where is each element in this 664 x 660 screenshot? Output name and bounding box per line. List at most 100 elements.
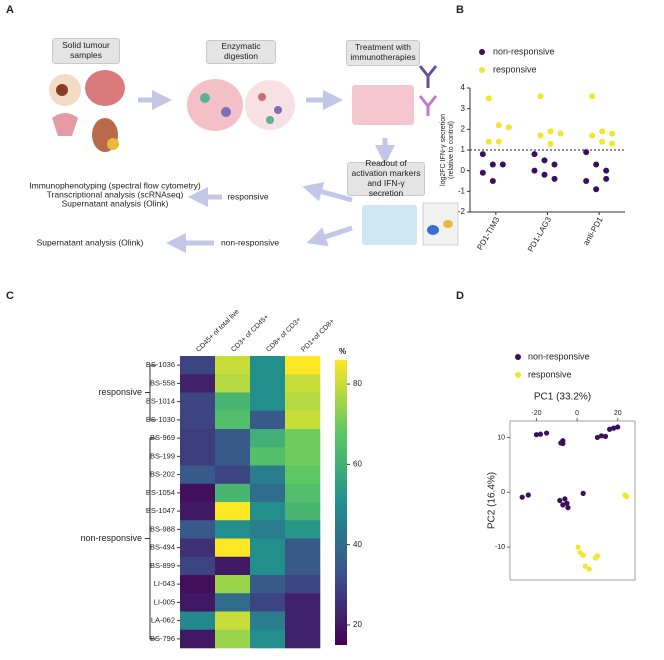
heatmap-cell — [180, 465, 216, 485]
heatmap-cell — [285, 483, 321, 503]
heatmap-cell — [215, 356, 251, 375]
colorbar — [335, 360, 347, 645]
heatmap-cell — [180, 392, 216, 412]
heatmap-cell — [250, 520, 286, 539]
x-tick-label: 20 — [614, 410, 622, 417]
heatmap-cell — [180, 429, 216, 448]
cells-icon — [245, 80, 295, 130]
heatmap-cell — [285, 429, 321, 448]
point — [599, 138, 606, 145]
heatmap-cell — [285, 520, 321, 539]
cell-icon — [258, 93, 266, 101]
antibody-icon — [418, 95, 438, 116]
heatmap-cell — [215, 392, 251, 412]
point — [606, 426, 613, 432]
heatmap-cell — [180, 410, 216, 430]
point — [599, 128, 606, 135]
colorbar-tick-label: 60 — [353, 459, 362, 468]
legend-swatch — [479, 49, 485, 55]
heatmap-cell — [285, 410, 321, 430]
point — [537, 431, 544, 437]
point — [583, 178, 590, 184]
group-bracket — [145, 364, 156, 421]
point — [479, 169, 486, 176]
heatmap-cell — [250, 538, 286, 558]
row-label: BS-988 — [150, 524, 175, 533]
heatmap-cell — [180, 356, 216, 375]
x-axis-title: PC1 (33.2%) — [534, 392, 591, 403]
point — [495, 138, 502, 145]
heatmap-cell — [215, 429, 251, 448]
lung-icon — [85, 70, 125, 106]
colorbar-tick-label: 20 — [353, 620, 362, 629]
point — [593, 161, 600, 168]
point — [603, 175, 610, 182]
heatmap-cell — [250, 593, 286, 612]
y-tick-label: 0 — [501, 489, 505, 496]
heatmap-cell — [215, 556, 251, 576]
heatmap-cell — [215, 611, 251, 631]
colorbar-label: % — [339, 347, 346, 356]
uterus-icon — [52, 113, 78, 136]
x-tick-label: PD1-TIM3 — [475, 215, 501, 252]
heatmap-cell — [180, 483, 216, 503]
point — [541, 157, 548, 164]
heatmap-cell — [180, 556, 216, 576]
x-tick-label: PD1-LAG3 — [526, 215, 553, 253]
cell-icon — [200, 93, 210, 103]
point — [551, 161, 558, 168]
point — [479, 151, 486, 158]
point — [580, 552, 586, 558]
heatmap-cell — [180, 447, 216, 466]
row-label: BS-1030 — [146, 415, 175, 424]
point — [541, 171, 548, 178]
point — [598, 433, 605, 439]
y-tick-label: -2 — [458, 207, 466, 216]
row-label: LA-062 — [151, 616, 175, 625]
point — [533, 432, 540, 438]
colorbar-tick-label: 40 — [353, 540, 362, 549]
heatmap-cell — [180, 611, 216, 631]
row-label: BS-202 — [150, 470, 175, 479]
point — [580, 490, 586, 496]
point — [589, 93, 596, 100]
legend-label: non-responsive — [528, 351, 590, 361]
point — [565, 505, 571, 511]
step-box: Enzymatic digestion — [206, 40, 276, 64]
step-box: Readout of activation markers and IFN-γ … — [347, 159, 425, 198]
panel-label: C — [6, 290, 14, 302]
y-axis-title: PC2 (16.4%) — [487, 472, 498, 529]
heatmap-cell — [250, 502, 286, 521]
point — [525, 492, 531, 498]
panel-label: B — [456, 4, 464, 16]
row-label: BS-969 — [150, 433, 175, 442]
row-label: BS-199 — [150, 451, 175, 460]
step-box: Treatment with immunotherapies — [346, 40, 420, 66]
heatmap-cell — [285, 556, 321, 576]
outcome-label: non-responsive — [221, 237, 279, 247]
heatmap-cell — [215, 502, 251, 521]
point — [485, 138, 492, 145]
point — [557, 130, 564, 137]
heatmap-cell — [285, 465, 321, 485]
heatmap-cell — [180, 538, 216, 558]
heatmap-cell — [285, 538, 321, 558]
heatmap-cell — [250, 611, 286, 631]
legend-label: responsive — [528, 369, 572, 379]
row-label: BS-558 — [150, 378, 175, 387]
heatmap-cell — [285, 575, 321, 594]
point — [551, 175, 558, 182]
y-tick-label: 0 — [461, 166, 466, 175]
point — [611, 425, 617, 431]
illustrations — [49, 65, 459, 246]
heatmap-cell — [250, 629, 286, 649]
point — [603, 167, 610, 174]
plate-icon — [362, 205, 417, 245]
heatmap-cell — [285, 629, 321, 649]
heatmap-cell — [180, 520, 216, 539]
point — [615, 424, 621, 430]
y-tick-label: -1 — [458, 186, 466, 195]
y-tick-label: 10 — [497, 434, 505, 441]
heatmap-cell — [180, 374, 216, 393]
